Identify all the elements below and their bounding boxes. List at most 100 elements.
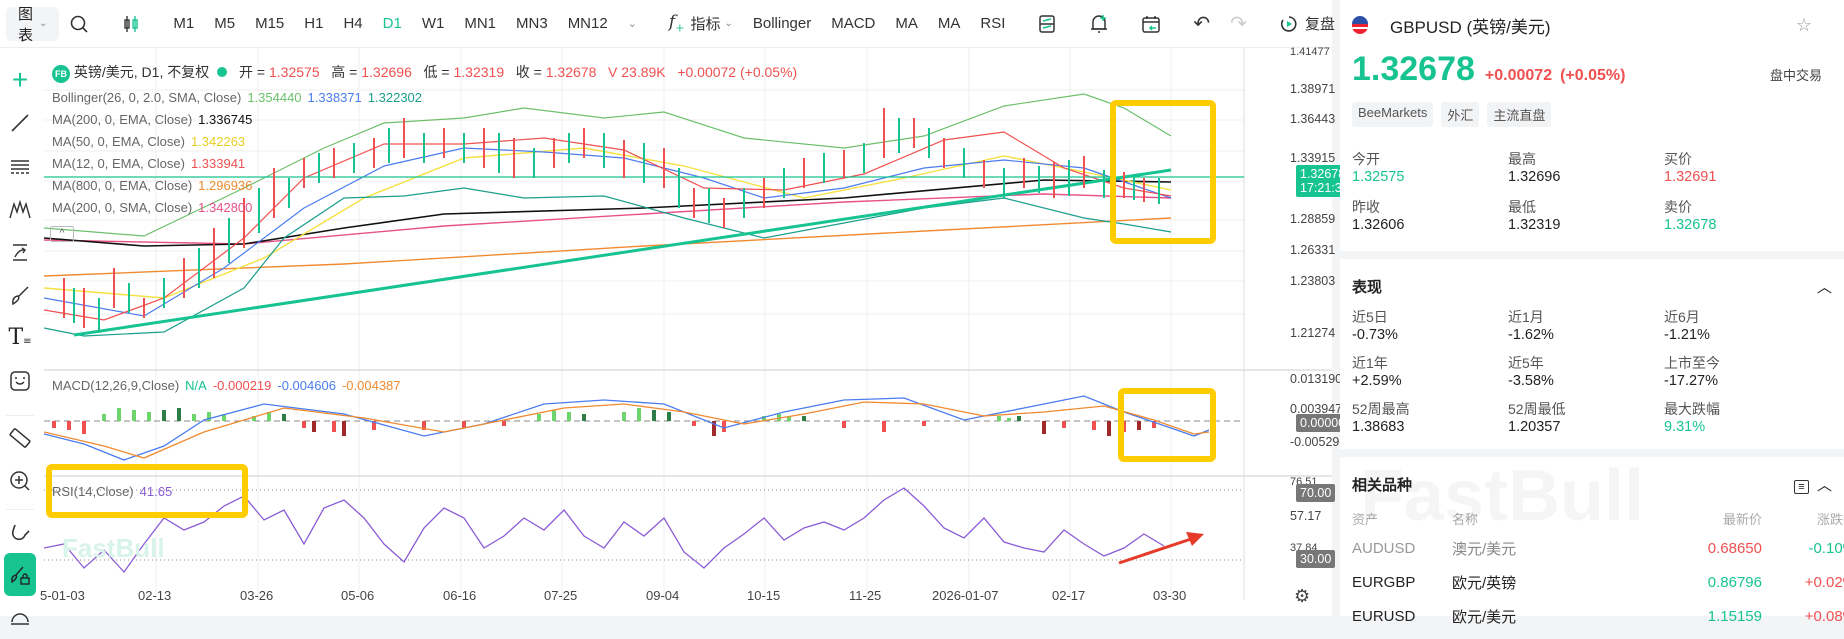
symbol-title: GBPUSD (英镑/美元) <box>1390 17 1551 37</box>
legend-ema12[interactable]: MA(12, 0, EMA, Close) 1.333941 <box>52 156 245 171</box>
gear-icon: ⚙ <box>1294 586 1311 606</box>
favorite-star-icon[interactable]: ☆ <box>1795 14 1812 35</box>
pattern-icon <box>9 199 31 218</box>
calendar-icon <box>1142 15 1161 33</box>
calendar-button[interactable] <box>1131 0 1171 48</box>
indicator-value: 1.333941 <box>190 156 246 171</box>
tf-W1[interactable]: W1 <box>421 15 445 32</box>
replay-button[interactable]: 复盘 <box>1269 0 1345 48</box>
text-tool[interactable]: T≡ <box>0 316 40 359</box>
layout-button[interactable] <box>1027 0 1067 48</box>
brush-tool[interactable] <box>0 273 40 316</box>
tf-H4[interactable]: H4 <box>343 15 363 32</box>
price-tick: 1.38971 <box>1290 82 1336 96</box>
date-tick: 5-01-03 <box>40 588 85 603</box>
horizontal-lines-icon <box>11 159 29 174</box>
forecast-tool[interactable] <box>0 230 40 273</box>
tf-MN12[interactable]: MN12 <box>567 15 608 32</box>
indicator-button[interactable]: f+ 指标 ⌄ <box>659 0 743 48</box>
perf-label: 52周最高 <box>1352 401 1410 417</box>
chart-type-select[interactable]: 图表 ⌄ <box>6 6 60 44</box>
chart-canvas[interactable]: FastBull FB 英镑/美元, D1, 不复权 开 = 1.32575 高… <box>40 46 1357 616</box>
fib-tool[interactable] <box>0 144 40 187</box>
emoji-tool[interactable] <box>0 359 40 402</box>
perf-label: 近5年 <box>1508 355 1544 371</box>
indicator-bollinger[interactable]: Bollinger <box>752 15 812 32</box>
indicator-macd[interactable]: MACD <box>831 15 876 32</box>
ruler-tool[interactable] <box>0 416 40 459</box>
tf-H1[interactable]: H1 <box>304 15 324 32</box>
perf-value: -17.27% <box>1664 373 1719 389</box>
related-price: 0.86796 <box>1707 573 1762 591</box>
crosshair-tool[interactable]: + <box>0 58 40 101</box>
perf-52w-low: 52周最低 1.20357 <box>1508 399 1664 435</box>
timeframe-more-button[interactable]: ⌄ <box>618 0 647 48</box>
price-tick: 1.23803 <box>1290 274 1336 288</box>
indicator-ma-2[interactable]: MA <box>937 15 961 32</box>
legend-ema200[interactable]: MA(200, 0, EMA, Close) 1.336745 <box>52 112 252 127</box>
legend-bollinger[interactable]: Bollinger(26, 0, 2.0, SMA, Close) 1.35444… <box>52 90 422 105</box>
list-icon[interactable]: ≡ <box>1794 479 1809 494</box>
quote-prev-close: 昨收 1.32606 <box>1352 197 1508 233</box>
hide-tool[interactable] <box>0 596 40 639</box>
perf-label: 最大跌幅 <box>1664 401 1720 417</box>
tf-M5[interactable]: M5 <box>214 15 236 32</box>
indicator-ma[interactable]: MA <box>895 15 918 32</box>
divider <box>6 402 34 416</box>
price-tick: 1.21274 <box>1290 326 1336 340</box>
collapse-legend-button[interactable]: ^ <box>50 226 74 242</box>
tf-MN3[interactable]: MN3 <box>516 15 548 32</box>
alert-button[interactable] <box>1079 0 1119 48</box>
chevron-down-icon: ⌄ <box>627 18 637 30</box>
performance-header[interactable]: 表现 ︿ <box>1340 265 1844 307</box>
undo-button[interactable]: ↶ <box>1183 0 1220 48</box>
related-row[interactable]: EURGBP 欧元/英镑 0.86796 +0.02% <box>1340 565 1844 599</box>
search-button[interactable] <box>59 0 99 48</box>
performance-grid: 近5日 -0.73% 近1月 -1.62% 近6月 -1.21% 近1年 +2.59% … <box>1340 307 1844 435</box>
legend-rsi[interactable]: RSI(14,Close) 41.65 <box>52 484 172 499</box>
related-row[interactable]: EURUSD 欧元/美元 1.15159 +0.08% <box>1340 599 1844 633</box>
tag-badge[interactable]: 外汇 <box>1441 102 1480 127</box>
date-tick: 07-25 <box>544 588 578 603</box>
divider <box>1340 449 1844 457</box>
brush-icon <box>12 285 29 305</box>
perf-value: 1.38683 <box>1352 419 1405 435</box>
replay-label: 复盘 <box>1304 16 1335 33</box>
related-row[interactable]: AUDUSD 澳元/美元 0.68650 -0.10% <box>1340 531 1844 565</box>
tf-M15[interactable]: M15 <box>255 15 285 32</box>
divider <box>6 502 34 510</box>
quote-open: 今开 1.32575 <box>1352 149 1508 185</box>
legend-sma200[interactable]: MA(200, 0, SMA, Close) 1.342800 <box>52 200 252 215</box>
date-tick: 02-13 <box>138 588 172 603</box>
lock-drawing-tool[interactable] <box>4 553 36 596</box>
chart-settings-button[interactable]: ⚙ <box>1294 586 1310 607</box>
flag-icon <box>1352 16 1368 34</box>
legend-ema800[interactable]: MA(800, 0, EMA, Close) 1.296936 <box>52 178 252 193</box>
pattern-tool[interactable] <box>0 187 40 230</box>
quote-label: 最高 <box>1508 151 1536 167</box>
redo-button[interactable]: ↷ <box>1220 0 1257 48</box>
line-tool[interactable] <box>0 101 40 144</box>
related-header: 相关品种 ≡ ︿ <box>1340 463 1844 505</box>
indicator-rsi[interactable]: RSI <box>980 15 1006 32</box>
legend-macd[interactable]: MACD(12,26,9,Close) N/A -0.000219 -0.004606… <box>52 378 401 393</box>
zoom-in-tool[interactable] <box>0 459 40 502</box>
tf-D1[interactable]: D1 <box>382 15 402 32</box>
tf-M1[interactable]: M1 <box>173 15 195 32</box>
high-value: 1.32696 <box>361 64 412 80</box>
legend-ema50[interactable]: MA(50, 0, EMA, Close) 1.342263 <box>52 134 245 149</box>
quote-label: 昨收 <box>1352 199 1380 215</box>
tf-MN1[interactable]: MN1 <box>464 15 497 32</box>
tag-badge[interactable]: 主流直盘 <box>1487 102 1552 127</box>
tag-badge[interactable]: BeeMarkets <box>1352 102 1434 127</box>
low-value: 1.32319 <box>453 64 505 80</box>
related-table-header: 资产 名称 最新价 涨跌幅 <box>1340 505 1844 531</box>
chevron-up-icon[interactable]: ︿ <box>1816 476 1832 494</box>
quote-label: 最低 <box>1508 199 1536 215</box>
change-value: +0.00072 (+0.05%) <box>677 64 798 80</box>
candle-type-button[interactable] <box>111 0 151 48</box>
perf-max-drawdown: 最大跌幅 9.31% <box>1664 399 1820 435</box>
chevron-up-icon[interactable]: ︿ <box>1816 278 1832 296</box>
magnet-tool[interactable] <box>0 510 40 553</box>
quote-grid: 今开 1.32575 最高 1.32696 买价 1.32691 昨收 1.32606 … <box>1340 149 1844 233</box>
